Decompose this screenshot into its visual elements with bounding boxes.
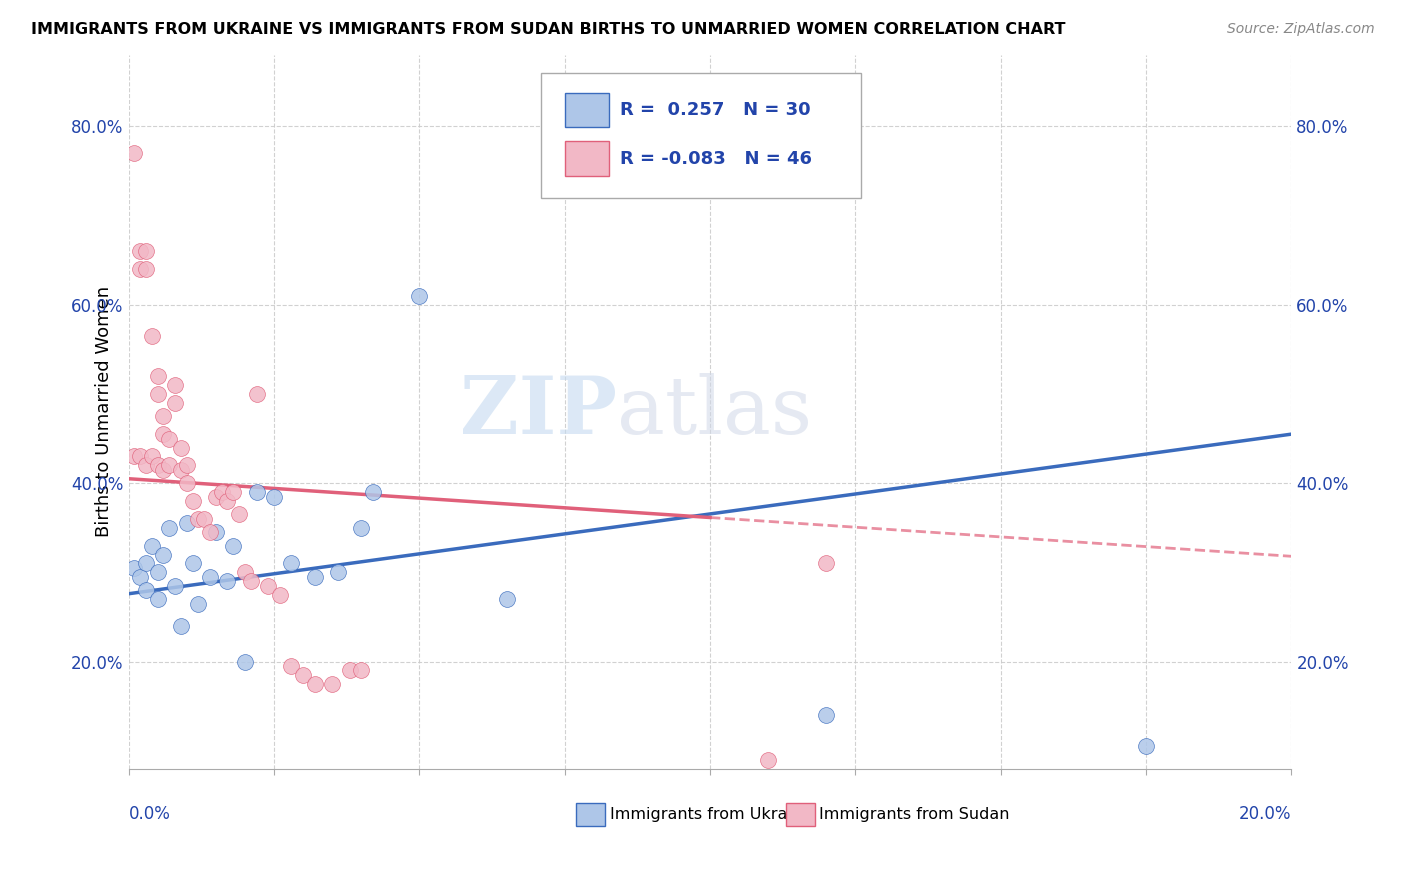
Point — [157, 432, 180, 446]
Point — [321, 677, 343, 691]
Point — [326, 566, 349, 580]
Point — [135, 262, 157, 277]
Point — [1135, 739, 1157, 754]
Point — [165, 579, 187, 593]
Y-axis label: Births to Unmarried Women: Births to Unmarried Women — [94, 286, 112, 537]
Point — [815, 557, 838, 571]
FancyBboxPatch shape — [576, 803, 606, 826]
Point — [239, 574, 262, 589]
FancyBboxPatch shape — [541, 73, 862, 198]
Point — [756, 753, 779, 767]
Point — [141, 450, 163, 464]
Point — [815, 708, 838, 723]
Point — [495, 592, 517, 607]
Point — [124, 450, 146, 464]
Point — [222, 485, 245, 500]
Point — [135, 557, 157, 571]
Text: 20.0%: 20.0% — [1239, 805, 1292, 823]
Text: R =  0.257   N = 30: R = 0.257 N = 30 — [620, 101, 811, 119]
Point — [146, 458, 169, 473]
Point — [339, 664, 361, 678]
Point — [263, 490, 285, 504]
Point — [176, 516, 198, 531]
Point — [181, 494, 204, 508]
Point — [204, 525, 226, 540]
Point — [350, 664, 373, 678]
Text: 0.0%: 0.0% — [128, 805, 170, 823]
Point — [170, 619, 193, 633]
Point — [228, 508, 250, 522]
Point — [233, 566, 256, 580]
Point — [280, 659, 302, 673]
FancyBboxPatch shape — [565, 93, 609, 128]
Point — [129, 262, 152, 277]
Point — [361, 485, 384, 500]
Point — [222, 539, 245, 553]
Point — [193, 512, 215, 526]
FancyBboxPatch shape — [565, 142, 609, 176]
Point — [124, 146, 146, 161]
Point — [129, 570, 152, 584]
Point — [204, 490, 226, 504]
Point — [170, 441, 193, 455]
Point — [408, 289, 430, 303]
Point — [129, 244, 152, 259]
Point — [217, 574, 239, 589]
Point — [350, 521, 373, 535]
Point — [181, 557, 204, 571]
Text: Immigrants from Sudan: Immigrants from Sudan — [820, 806, 1010, 822]
Point — [141, 329, 163, 343]
Point — [165, 378, 187, 392]
Point — [187, 597, 209, 611]
Text: atlas: atlas — [617, 373, 813, 450]
Point — [269, 588, 291, 602]
Point — [176, 476, 198, 491]
Text: Source: ZipAtlas.com: Source: ZipAtlas.com — [1227, 22, 1375, 37]
Point — [304, 570, 326, 584]
Point — [152, 409, 174, 424]
Point — [157, 521, 180, 535]
Text: ZIP: ZIP — [460, 373, 617, 450]
Point — [211, 485, 233, 500]
Point — [152, 463, 174, 477]
Point — [135, 458, 157, 473]
Point — [146, 387, 169, 401]
Point — [280, 557, 302, 571]
Point — [245, 387, 267, 401]
Point — [304, 677, 326, 691]
Point — [141, 539, 163, 553]
Point — [233, 655, 256, 669]
Point — [257, 579, 280, 593]
Point — [217, 494, 239, 508]
FancyBboxPatch shape — [786, 803, 814, 826]
Point — [157, 458, 180, 473]
Point — [198, 570, 221, 584]
Text: Immigrants from Ukraine: Immigrants from Ukraine — [610, 806, 813, 822]
Point — [292, 668, 315, 682]
Point — [187, 512, 209, 526]
Point — [146, 592, 169, 607]
Point — [152, 427, 174, 442]
Point — [146, 369, 169, 384]
Point — [245, 485, 267, 500]
Point — [170, 463, 193, 477]
Point — [176, 458, 198, 473]
Text: R = -0.083   N = 46: R = -0.083 N = 46 — [620, 150, 813, 168]
Point — [129, 450, 152, 464]
Point — [152, 548, 174, 562]
Point — [165, 396, 187, 410]
Point — [135, 583, 157, 598]
Text: IMMIGRANTS FROM UKRAINE VS IMMIGRANTS FROM SUDAN BIRTHS TO UNMARRIED WOMEN CORRE: IMMIGRANTS FROM UKRAINE VS IMMIGRANTS FR… — [31, 22, 1066, 37]
Point — [198, 525, 221, 540]
Point — [124, 561, 146, 575]
Point — [146, 566, 169, 580]
Point — [135, 244, 157, 259]
